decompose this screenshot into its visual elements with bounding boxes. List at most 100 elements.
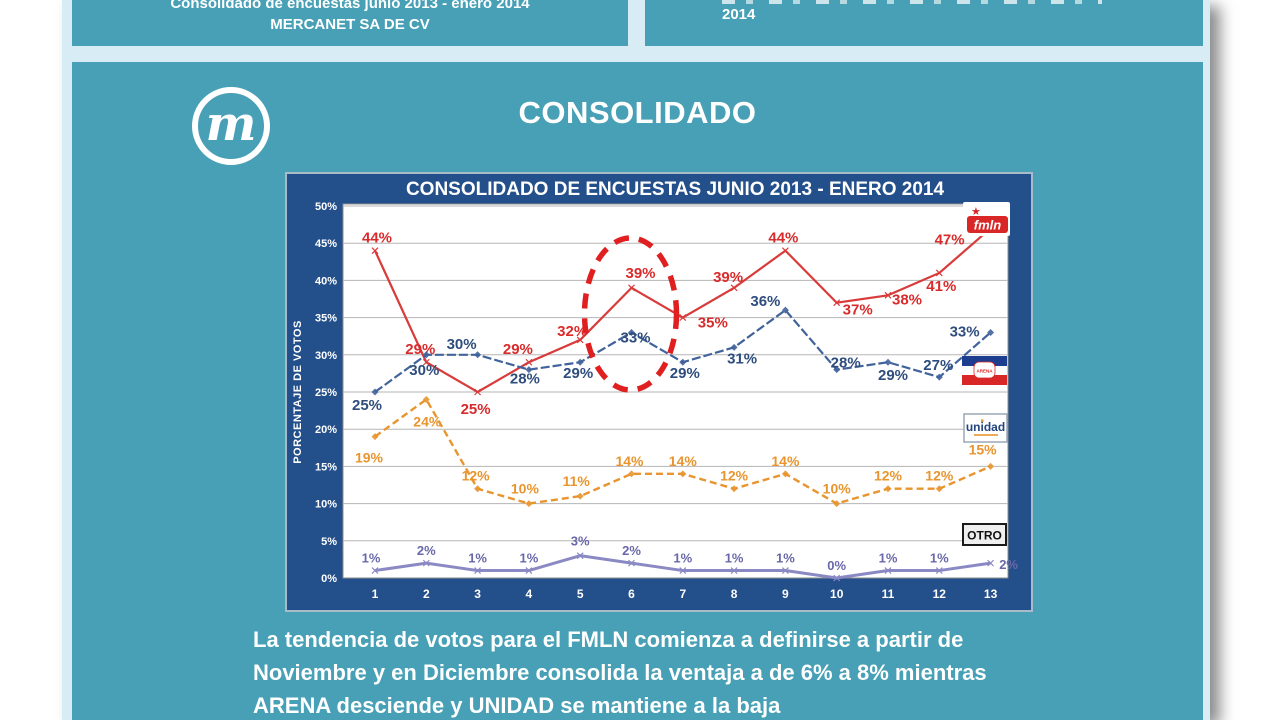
analysis-text: La tendencia de votos para el FMLN comie… <box>253 623 1113 720</box>
x-tick-label: 4 <box>526 587 533 601</box>
x-tick-label: 9 <box>782 587 789 601</box>
data-marker <box>628 328 635 336</box>
y-tick-label: 50% <box>315 201 337 213</box>
y-tick-label: 30% <box>315 350 337 362</box>
data-marker <box>987 559 995 567</box>
data-label-unidad: 12% <box>720 468 749 484</box>
data-label-unidad: 14% <box>669 453 698 469</box>
plot-area <box>342 203 1009 579</box>
data-label-fmln: 39% <box>713 269 743 286</box>
mercanet-logo-letter: m <box>205 96 257 152</box>
data-label-unidad: 14% <box>771 453 800 469</box>
data-label-unidad: 24% <box>413 413 442 429</box>
data-label-fmln: 38% <box>892 291 922 308</box>
data-marker <box>781 306 789 314</box>
data-marker <box>576 552 584 560</box>
y-axis-title: PORCENTAJE DE VOTOS <box>292 320 304 464</box>
data-marker <box>730 485 738 493</box>
data-label-otro: 1% <box>879 551 898 566</box>
data-marker <box>679 567 687 574</box>
clipped-text-fragments <box>722 0 1102 4</box>
data-label-otro: 1% <box>776 551 795 566</box>
data-marker <box>935 567 943 574</box>
data-label-arena: 25% <box>352 397 382 414</box>
chart-canvas: 0%5%10%15%20%25%30%35%40%45%50%1 2 3 4 5 6 7 8 9… <box>292 179 1018 601</box>
data-label-fmln: 41% <box>926 278 956 295</box>
data-marker <box>781 567 789 574</box>
data-marker <box>833 299 841 307</box>
x-tick-label: 5 <box>577 587 584 601</box>
x-tick-label: 11 <box>882 587 895 601</box>
data-marker <box>833 366 841 374</box>
data-label-otro: 2% <box>622 543 641 558</box>
fmln-logo-box <box>967 216 1008 233</box>
data-marker <box>730 567 738 574</box>
data-marker <box>833 500 841 508</box>
data-label-unidad: 11% <box>563 473 591 489</box>
data-label-otro: 1% <box>673 551 692 566</box>
poll-line-chart: 0% 5% 10% 15% 20% 25% 30% 35% 40% 45% 50% 1 2 3 4 5 6 7 8 9… <box>285 172 1033 612</box>
data-label-arena: 27% <box>923 357 953 374</box>
header-left-box: Consolidado de encuestas junio 2013 - en… <box>72 0 628 46</box>
fmln-logo-label: fmln <box>974 218 1002 233</box>
data-marker <box>371 567 379 574</box>
data-marker <box>525 366 533 374</box>
y-tick-label: 25% <box>315 387 337 399</box>
y-tick-label: 0% <box>321 573 337 585</box>
data-marker <box>474 388 482 396</box>
x-tick-label: 6 <box>628 587 635 601</box>
y-tick-label: 5% <box>321 536 337 548</box>
data-label-otro: 0% <box>827 558 846 573</box>
data-marker <box>884 358 892 366</box>
data-marker <box>679 358 687 366</box>
analysis-line3: ARENA desciende y UNIDAD se mantiene a l… <box>253 693 781 718</box>
data-marker <box>884 567 892 574</box>
data-label-otro: 1% <box>362 551 381 566</box>
data-label-arena: 29% <box>878 367 908 384</box>
data-label-otro: 2% <box>417 543 436 558</box>
otro-legend-box <box>962 523 1007 546</box>
y-tick-label: 45% <box>315 238 337 250</box>
data-marker <box>525 500 533 508</box>
x-tick-label: 8 <box>731 587 738 601</box>
data-label-unidad: 12% <box>462 468 491 484</box>
data-label-unidad: 15% <box>969 441 998 457</box>
otro-legend-label: OTRO <box>967 529 1002 543</box>
y-tick-label: 40% <box>315 275 337 287</box>
data-marker <box>935 269 943 277</box>
data-marker <box>884 485 892 493</box>
y-tick-label: 15% <box>315 461 337 473</box>
x-tick-label: 13 <box>984 587 998 601</box>
data-label-fmln: 29% <box>503 341 533 358</box>
mercanet-logo-icon: m <box>192 87 270 165</box>
data-label-otro: 1% <box>520 551 539 566</box>
arena-flag-blue <box>962 356 1007 366</box>
header-left-line1: Consolidado de encuestas junio 2013 - en… <box>170 0 530 12</box>
x-tick-label: 3 <box>474 587 481 601</box>
data-marker <box>935 485 943 493</box>
fmln-star-icon: ★ <box>971 206 981 218</box>
data-marker <box>525 358 533 366</box>
data-label-otro: 2% <box>999 557 1018 572</box>
data-label-fmln: 25% <box>461 401 491 418</box>
data-marker <box>628 559 635 567</box>
data-marker <box>679 314 687 322</box>
data-marker <box>371 247 379 255</box>
data-marker <box>576 358 584 366</box>
data-label-fmln: 44% <box>362 230 392 247</box>
data-label-fmln: 39% <box>625 265 655 282</box>
data-marker <box>422 351 430 359</box>
data-marker <box>884 291 892 299</box>
data-label-unidad: 19% <box>355 450 384 466</box>
data-label-unidad: 10% <box>823 481 852 497</box>
data-label-fmln: 35% <box>698 315 728 332</box>
data-label-arena: 30% <box>447 336 477 353</box>
data-label-otro: 1% <box>930 551 949 566</box>
slide: Consolidado de encuestas junio 2013 - en… <box>62 0 1210 720</box>
data-label-otro: 1% <box>725 551 744 566</box>
page-title: CONSOLIDADO <box>518 95 757 130</box>
main-panel: m CONSOLIDADO 0% 5% 10% 15% 20% 25% 30% 35% 40% 4… <box>72 62 1203 720</box>
y-tick-label: 10% <box>315 499 337 511</box>
data-label-arena: 30% <box>409 362 439 379</box>
